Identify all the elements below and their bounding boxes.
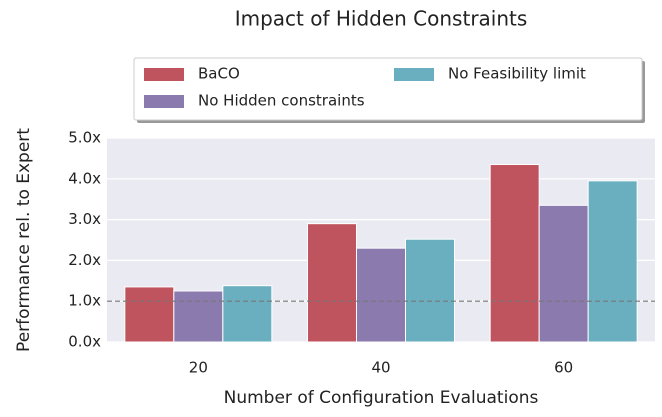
- x-axis-label: Number of Configuration Evaluations: [224, 388, 539, 408]
- legend-swatch: [144, 68, 184, 81]
- y-axis-label: Performance rel. to Expert: [14, 128, 34, 352]
- x-tick-label: 40: [371, 359, 390, 377]
- x-tick-label: 60: [554, 359, 573, 377]
- bar: [489, 164, 540, 343]
- legend: [133, 57, 643, 121]
- bar: [173, 290, 224, 343]
- y-tick-label: 5.0x: [68, 129, 101, 147]
- y-tick-label: 2.0x: [68, 251, 101, 269]
- bar: [587, 180, 638, 343]
- legend-swatch: [144, 95, 184, 108]
- bar: [538, 204, 589, 343]
- bar: [307, 223, 357, 343]
- y-tick-label: 4.0x: [68, 169, 101, 187]
- x-tick-label: 20: [189, 359, 208, 377]
- legend-label: No Hidden constraints: [198, 92, 365, 110]
- bar: [356, 247, 406, 343]
- bar: [405, 238, 455, 343]
- legend-label: BaCO: [198, 65, 240, 83]
- y-tick-label: 3.0x: [68, 210, 101, 228]
- y-tick-label: 1.0x: [68, 292, 101, 310]
- y-tick-label: 0.0x: [68, 333, 101, 351]
- chart-title: Impact of Hidden Constraints: [235, 7, 528, 31]
- bar: [124, 286, 175, 343]
- legend-label: No Feasibility limit: [448, 65, 586, 83]
- bar: [222, 285, 273, 343]
- legend-swatch: [394, 68, 434, 81]
